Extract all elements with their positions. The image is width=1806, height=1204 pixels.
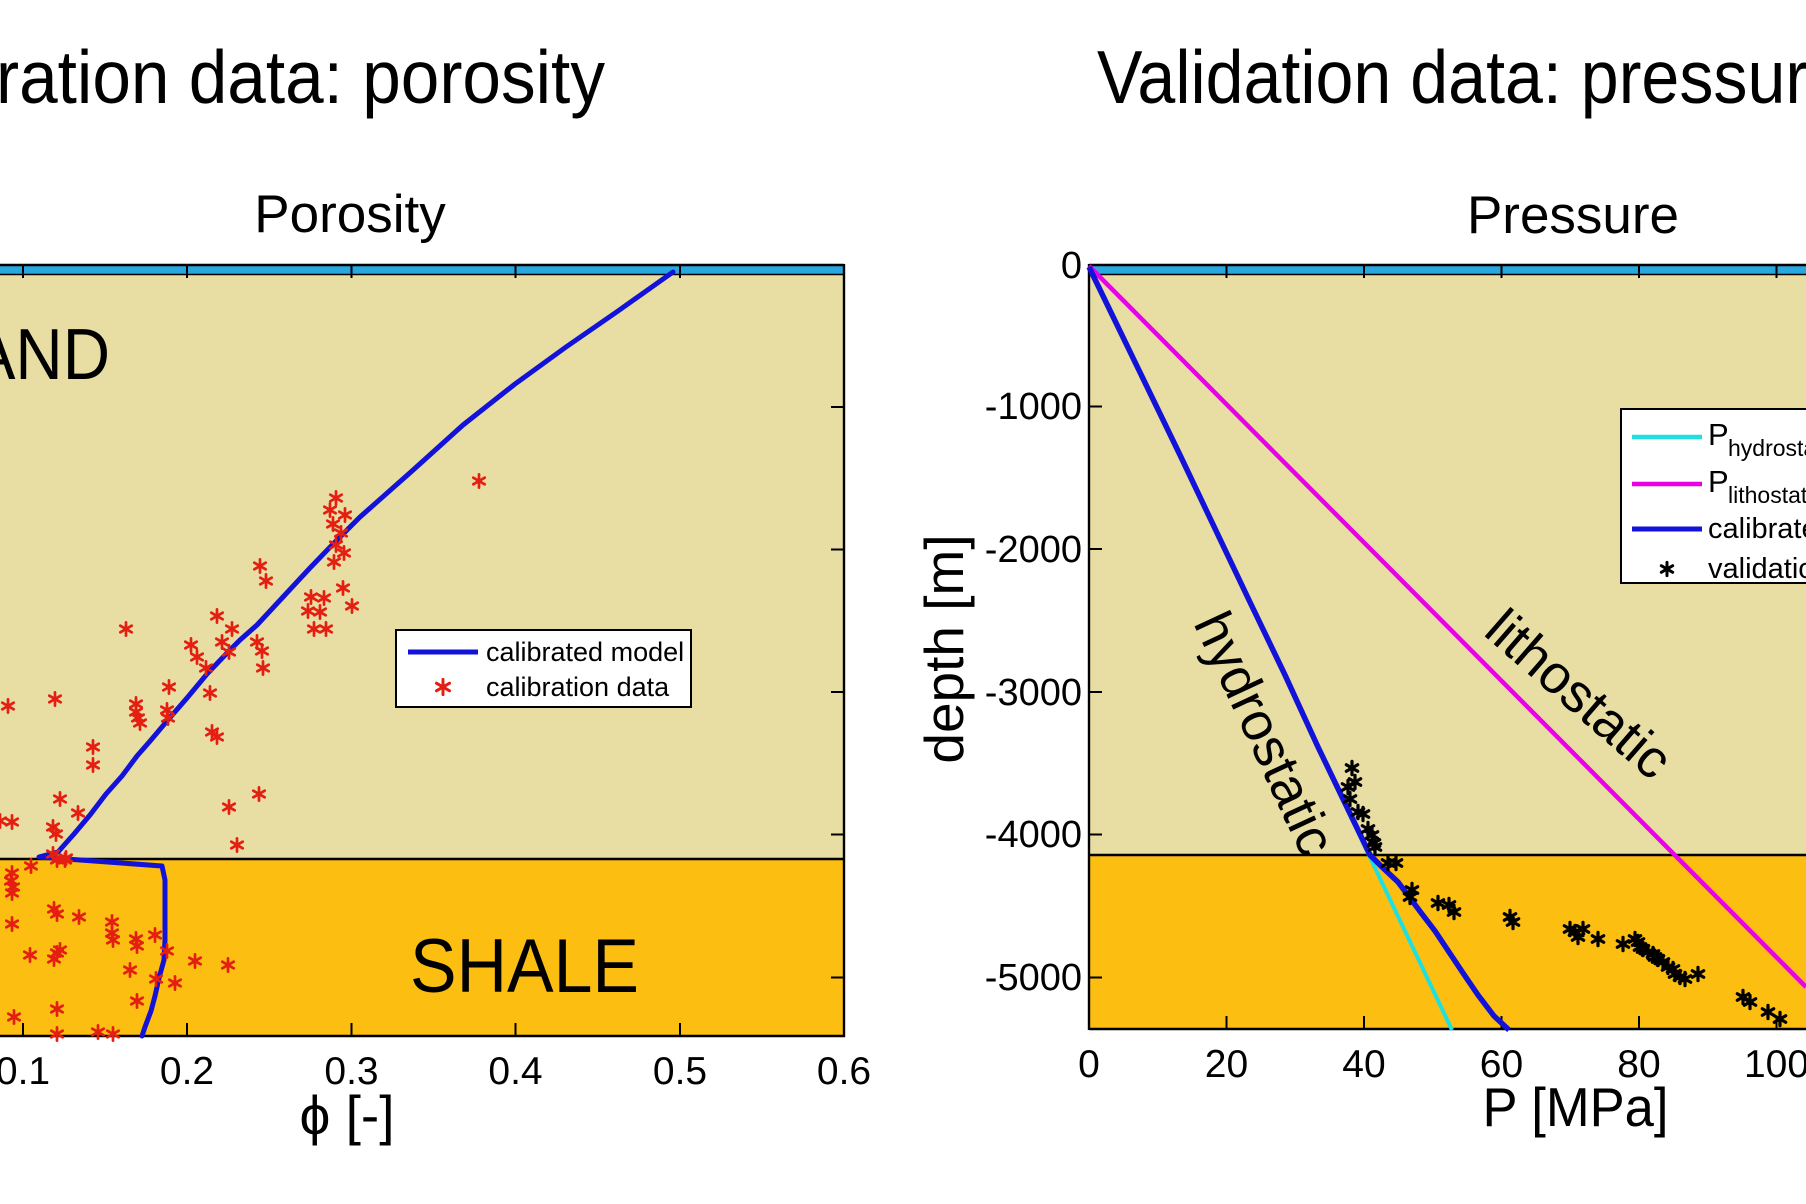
- svg-text:Pressure: Pressure: [1467, 186, 1679, 245]
- svg-text:-5000: -5000: [985, 957, 1082, 999]
- svg-text:0.3: 0.3: [324, 1050, 378, 1093]
- svg-text:-3000: -3000: [985, 672, 1082, 714]
- svg-text:20: 20: [1205, 1043, 1248, 1086]
- svg-text:Validation data: pressure: Validation data: pressure: [1097, 35, 1806, 119]
- svg-text:ϕ [-]: ϕ [-]: [300, 1084, 395, 1146]
- svg-text:-1000: -1000: [985, 386, 1082, 428]
- svg-text:Porosity: Porosity: [254, 185, 446, 244]
- svg-text:-4000: -4000: [985, 814, 1082, 856]
- svg-text:P: P: [1708, 464, 1729, 499]
- svg-text:0: 0: [1061, 245, 1082, 287]
- svg-text:P: P: [1708, 417, 1729, 452]
- svg-text:calibrated model: calibrated model: [1708, 513, 1806, 545]
- svg-text:0.5: 0.5: [653, 1050, 707, 1093]
- svg-text:validation data: validation data: [1708, 553, 1806, 585]
- svg-text:0: 0: [1078, 1043, 1100, 1086]
- svg-text:40: 40: [1342, 1043, 1385, 1086]
- svg-text:0.6: 0.6: [817, 1050, 871, 1093]
- svg-text:60: 60: [1480, 1043, 1523, 1086]
- svg-text:80: 80: [1617, 1043, 1660, 1086]
- svg-text:Calibration data: porosity: Calibration data: porosity: [0, 35, 605, 119]
- svg-text:calibrated model: calibrated model: [486, 637, 684, 667]
- svg-text:SHALE: SHALE: [410, 924, 639, 1009]
- svg-text:100: 100: [1744, 1043, 1806, 1086]
- svg-text:calibration data: calibration data: [486, 672, 670, 702]
- svg-text:lithostatic: lithostatic: [1728, 482, 1806, 508]
- svg-text:0.1: 0.1: [0, 1050, 50, 1093]
- svg-text:hydrostatic: hydrostatic: [1728, 435, 1806, 461]
- svg-text:-2000: -2000: [985, 529, 1082, 571]
- svg-text:depth [m]: depth [m]: [913, 534, 975, 763]
- svg-text:SAND: SAND: [0, 315, 110, 395]
- svg-text:P [MPa]: P [MPa]: [1483, 1076, 1669, 1138]
- svg-text:0.2: 0.2: [160, 1050, 214, 1093]
- svg-text:0.4: 0.4: [488, 1050, 542, 1093]
